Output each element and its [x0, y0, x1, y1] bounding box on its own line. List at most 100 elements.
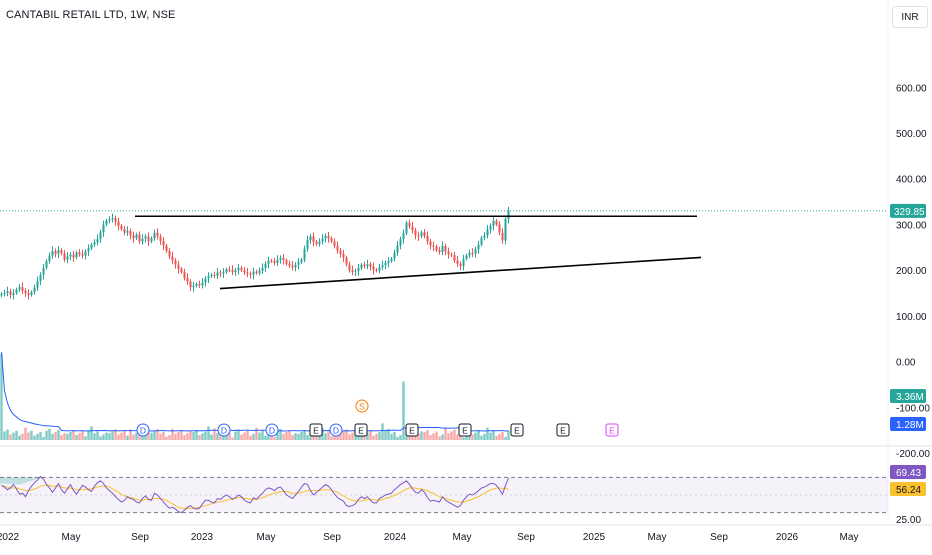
candle-body [459, 263, 462, 267]
volume-bar [345, 429, 348, 440]
event-marker-label: E [358, 426, 364, 436]
candle-body [351, 270, 354, 273]
volume-bar [102, 434, 105, 440]
candle-body [390, 258, 393, 262]
volume-bar [363, 434, 366, 440]
volume-bar [393, 432, 396, 440]
volume-bar [30, 430, 33, 440]
volume-bar [108, 433, 111, 440]
candle-body [147, 236, 150, 242]
volume-bar [342, 431, 345, 440]
volume-bar [141, 435, 144, 440]
candle-body [246, 272, 249, 274]
candle-body [75, 252, 78, 258]
candle-body [468, 252, 471, 256]
volume-bar [144, 433, 147, 440]
candle-body [207, 276, 210, 279]
volume-bar [132, 434, 135, 440]
candle-body [162, 240, 165, 246]
volume-bar [126, 435, 129, 440]
candle-body [33, 287, 36, 293]
candle-body [507, 210, 510, 219]
volume-bar [177, 432, 180, 440]
volume-bar [243, 432, 246, 440]
candle-body [504, 218, 507, 241]
candle-body [408, 222, 411, 227]
event-marker-label: D [333, 426, 339, 436]
candle-body [237, 267, 240, 271]
price-tick-label: 200.00 [896, 266, 927, 277]
volume-bar [57, 430, 60, 440]
symbol-title: CANTABIL RETAIL LTD, 1W, NSE [6, 9, 176, 21]
volume-bar [366, 432, 369, 440]
volume-bar [315, 436, 318, 440]
event-marker-label: E [462, 426, 468, 436]
volume-bar [54, 432, 57, 440]
volume-bar [153, 430, 156, 440]
earnings-marker[interactable] [556, 423, 570, 437]
volume-bar [231, 437, 234, 440]
earnings-marker[interactable] [458, 423, 472, 437]
volume-bar [213, 428, 216, 440]
candle-body [465, 255, 468, 259]
candle-body [462, 258, 465, 267]
candle-body [303, 248, 306, 260]
candle-body [201, 282, 204, 286]
dividend-marker[interactable] [265, 423, 279, 437]
volume-bar [447, 433, 450, 440]
dividend-marker[interactable] [217, 423, 231, 437]
volume-bar [48, 428, 51, 440]
candle-body [435, 246, 438, 251]
volume-ma-label: 1.28M [896, 420, 924, 431]
volume-bar [375, 433, 378, 440]
candle-body [210, 274, 213, 277]
candle-body [135, 234, 138, 239]
volume-bar [369, 430, 372, 440]
candle-body [57, 250, 60, 254]
split-marker[interactable] [355, 399, 369, 413]
time-tick-label: May [257, 532, 276, 543]
candle-body [9, 291, 12, 295]
candle-body [306, 240, 309, 249]
candle-body [501, 232, 504, 241]
time-tick-label: Sep [517, 532, 535, 543]
currency-button[interactable]: INR [892, 6, 928, 28]
candle-body [477, 244, 480, 250]
earnings-marker[interactable] [605, 423, 619, 437]
volume-bar [399, 435, 402, 440]
price-tick-label: -100.00 [896, 403, 930, 414]
earnings-marker[interactable] [405, 423, 419, 437]
candle-body [126, 230, 129, 233]
candle-body [354, 271, 357, 273]
volume-bar [168, 435, 171, 440]
dividend-marker[interactable] [136, 423, 150, 437]
candle-body [342, 253, 345, 258]
candle-body [291, 265, 294, 268]
earnings-marker[interactable] [354, 423, 368, 437]
volume-bar [273, 436, 276, 440]
candle-body [444, 245, 447, 252]
volume-bar [105, 432, 108, 440]
volume-bar [474, 432, 477, 440]
dividend-marker[interactable] [329, 423, 343, 437]
candle-body [60, 250, 63, 254]
volume-bar [9, 434, 12, 440]
earnings-marker[interactable] [510, 423, 524, 437]
candle-body [231, 269, 234, 273]
volume-bar [255, 427, 258, 440]
last-price-badge [890, 203, 926, 218]
volume-bar [216, 433, 219, 440]
volume-bar [258, 432, 261, 440]
candle-body [108, 219, 111, 221]
candle-body [165, 245, 168, 252]
candle-body [270, 260, 273, 262]
time-tick-label: May [453, 532, 472, 543]
candle-body [288, 263, 291, 266]
volume-bar [0, 353, 3, 440]
candle-body [474, 249, 477, 254]
volume-ma-line [1, 352, 509, 432]
volume-bar [15, 430, 18, 440]
earnings-marker[interactable] [309, 423, 323, 437]
